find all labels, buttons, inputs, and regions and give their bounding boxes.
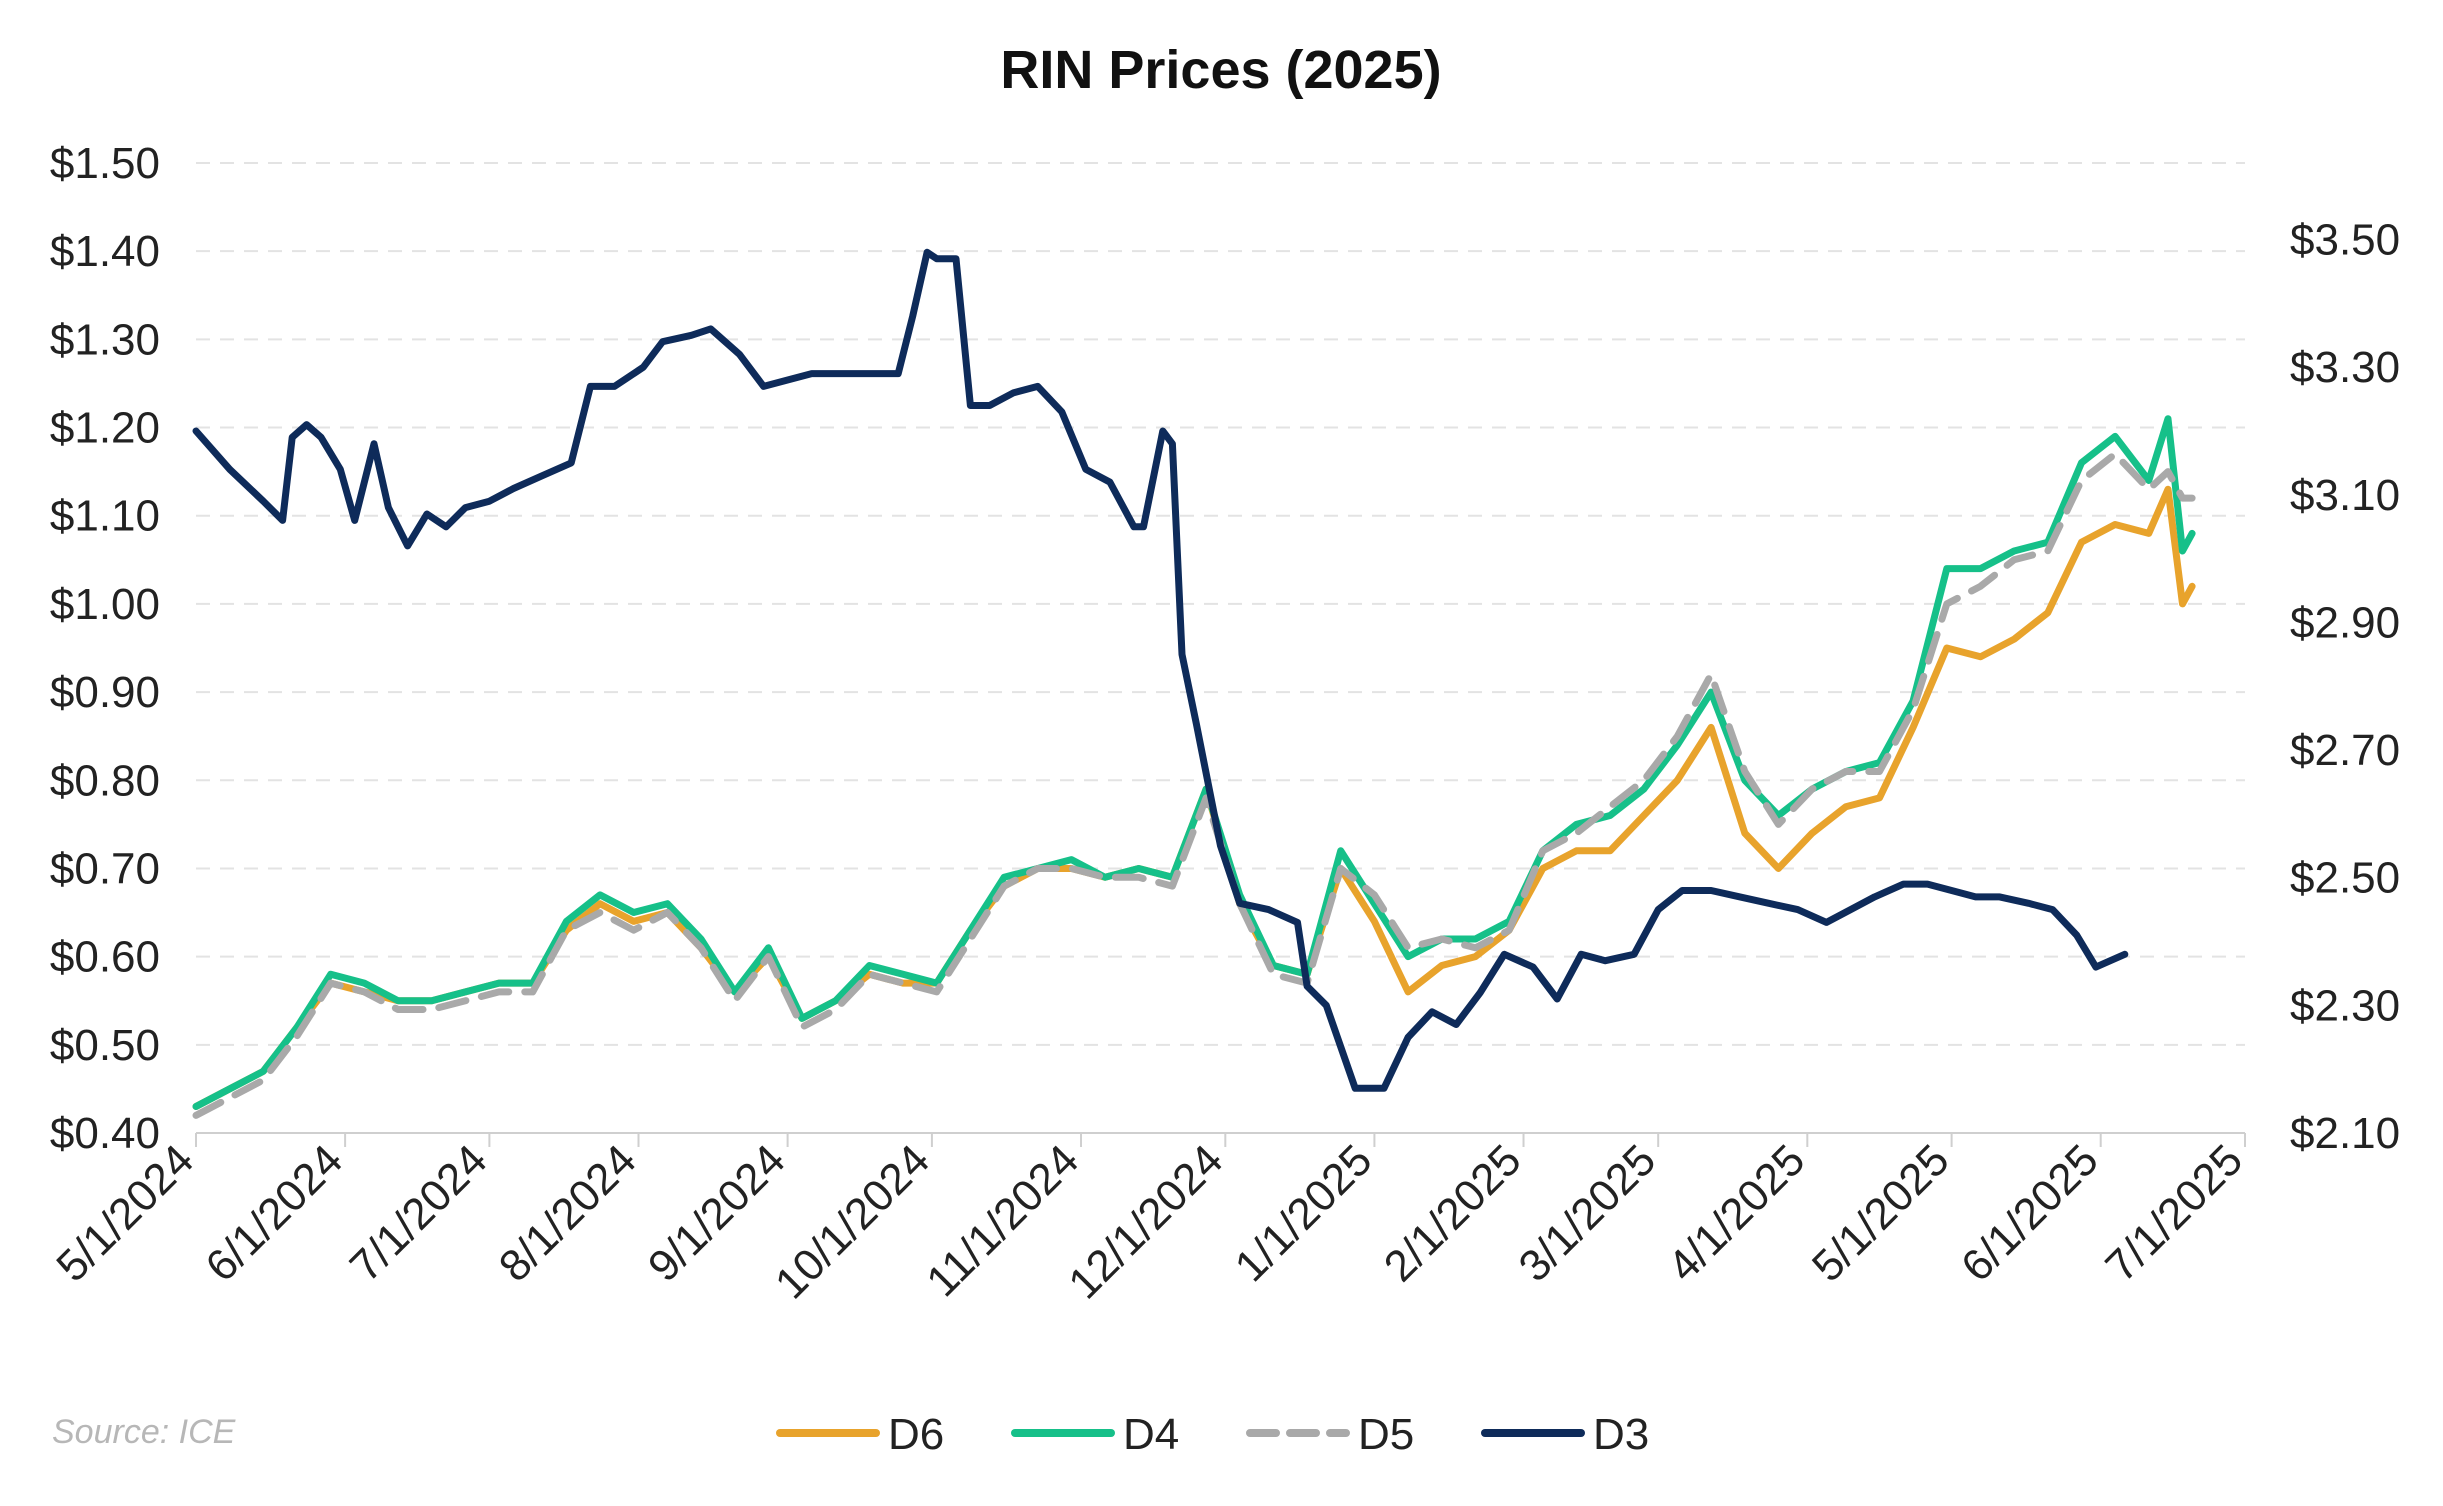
legend-label-d5: D5 (1358, 1410, 1414, 1459)
x-tick-label: 3/1/2025 (1510, 1135, 1666, 1291)
x-tick-label: 12/1/2024 (1059, 1135, 1232, 1308)
x-tick-label: 5/1/2024 (47, 1135, 203, 1291)
chart-title: RIN Prices (2025) (1000, 40, 1441, 100)
y-left-tick-label: $0.50 (50, 1021, 160, 1070)
legend-label-d3: D3 (1593, 1410, 1649, 1459)
x-tick-label: 7/1/2025 (2096, 1135, 2252, 1291)
y-left-tick-label: $0.80 (50, 756, 160, 805)
x-tick-label: 6/1/2024 (196, 1135, 352, 1291)
y-right-tick-label: $2.30 (2290, 981, 2400, 1030)
x-tick-label: 5/1/2025 (1803, 1135, 1959, 1291)
y-right-tick-label: $2.90 (2290, 598, 2400, 647)
legend-label-d4: D4 (1123, 1410, 1179, 1459)
y-axis-left: $0.40 $0.50 $0.60 $0.70 $0.80 $0.90 $1.00 $1.10… (50, 139, 160, 1158)
x-tick-label: 2/1/2025 (1375, 1135, 1531, 1291)
y-left-tick-label: $0.90 (50, 668, 160, 717)
y-left-tick-label: $0.40 (50, 1109, 160, 1158)
x-axis: 5/1/20246/1/20247/1/20248/1/20249/1/2024… (47, 1132, 2252, 1308)
x-tick-label: 1/1/2025 (1226, 1135, 1382, 1291)
series-line-d6 (192, 485, 2196, 1110)
y-right-tick-label: $2.70 (2290, 726, 2400, 775)
legend: D6 D4 D5 D3 (776, 1410, 1649, 1459)
x-tick-label: 8/1/2024 (490, 1135, 646, 1291)
y-left-tick-label: $1.10 (50, 492, 160, 541)
legend-label-d6: D6 (888, 1410, 944, 1459)
y-axis-right: $2.10 $2.30 $2.50 $2.70 $2.90 $3.10 $3.30 $3.50 (2290, 216, 2400, 1158)
y-right-tick-label: $2.50 (2290, 854, 2400, 903)
x-tick-label: 11/1/2024 (917, 1135, 1088, 1306)
series-line-d3 (192, 248, 2129, 1092)
gridlines (196, 162, 2245, 1046)
source-note: Source: ICE (52, 1413, 236, 1451)
y-left-tick-label: $1.20 (50, 404, 160, 453)
y-left-tick-label: $0.60 (50, 933, 160, 982)
y-right-tick-label: $3.10 (2290, 471, 2400, 520)
y-left-tick-label: $1.30 (50, 315, 160, 364)
x-tick-label: 6/1/2025 (1952, 1135, 2108, 1291)
y-right-tick-label: $2.10 (2290, 1109, 2400, 1158)
x-tick-label: 4/1/2025 (1659, 1135, 1815, 1291)
y-left-tick-label: $1.40 (50, 227, 160, 276)
y-right-tick-label: $3.50 (2290, 216, 2400, 265)
y-left-tick-label: $0.70 (50, 844, 160, 893)
series-line-d5 (192, 450, 2196, 1119)
y-left-tick-label: $1.50 (50, 139, 160, 188)
y-left-tick-label: $1.00 (50, 580, 160, 629)
y-right-tick-label: $3.30 (2290, 343, 2400, 392)
plot-area (192, 248, 2196, 1119)
x-tick-label: 10/1/2024 (766, 1135, 939, 1308)
x-tick-label: 7/1/2024 (341, 1135, 497, 1291)
